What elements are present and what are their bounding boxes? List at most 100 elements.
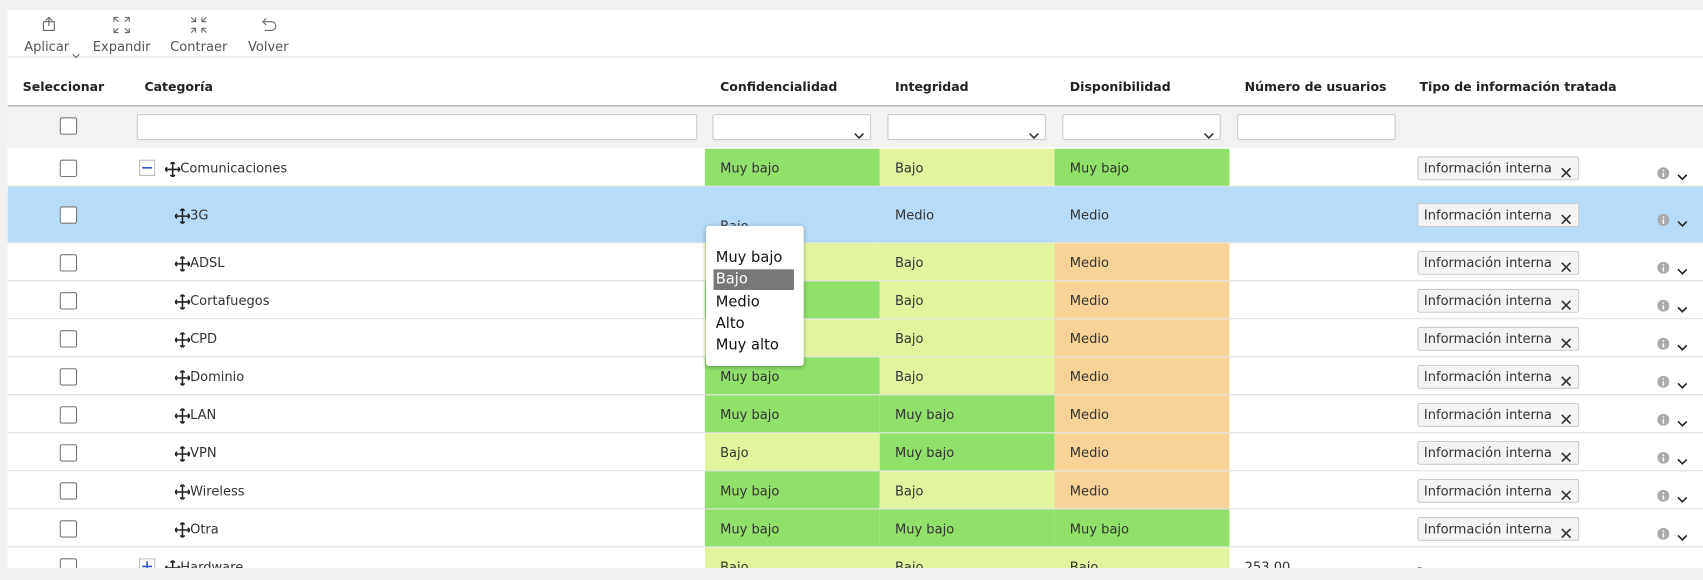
tag-remove[interactable]: [1561, 371, 1572, 386]
tag-remove[interactable]: [1561, 409, 1572, 424]
row-checkbox[interactable]: [59, 291, 78, 309]
level-value: Bajo: [894, 330, 924, 346]
toolbar-button[interactable]: Expandir: [92, 39, 151, 55]
category-name: Otra: [190, 520, 219, 536]
level-value: Muy bajo: [894, 520, 955, 536]
info-icon: [1657, 371, 1670, 388]
dropdown-option[interactable]: Bajo: [713, 269, 794, 291]
level-cell: [704, 547, 880, 569]
row-checkbox[interactable]: [59, 405, 78, 424]
level-cell: [879, 148, 1055, 186]
header-border: [7, 105, 1703, 107]
row-border: [7, 280, 1703, 282]
dropdown-option[interactable]: Muy bajo: [715, 248, 783, 267]
tag-remove[interactable]: [1561, 162, 1572, 178]
dropdown-option[interactable]: Muy alto: [715, 336, 779, 355]
row-expand-svg: [1677, 344, 1688, 351]
tag-remove[interactable]: [1561, 485, 1572, 500]
toolbar-border: [7, 56, 1703, 58]
move-handle-svg: [164, 160, 182, 178]
row-checkbox[interactable]: [59, 159, 78, 177]
row-expand: [1677, 563, 1688, 568]
row-checkbox[interactable]: [59, 443, 78, 462]
select-caret: [1203, 124, 1214, 140]
info-tag[interactable]: Información interna: [1417, 250, 1580, 275]
dropdown-option[interactable]: Alto: [715, 314, 745, 333]
row-checkbox[interactable]: [59, 329, 78, 348]
row-expand: [1677, 165, 1688, 180]
move-handle: [173, 406, 192, 425]
level-value: Muy bajo: [720, 368, 780, 384]
row-checkbox[interactable]: [59, 519, 78, 538]
category-name: Cortafuegos: [190, 292, 270, 308]
tag-remove[interactable]: [1561, 447, 1572, 462]
level-value: Muy bajo: [894, 444, 955, 460]
move-handle-svg: [173, 207, 192, 225]
toolbar-button[interactable]: Volver: [247, 39, 289, 55]
row-expand: [1677, 487, 1688, 503]
row-expand: [1677, 212, 1688, 228]
filter-input[interactable]: [136, 114, 698, 141]
tag-remove[interactable]: [1561, 257, 1572, 272]
level-cell: [879, 357, 1055, 395]
dropdown-option[interactable]: Medio: [715, 292, 760, 311]
info-tag[interactable]: Información interna: [1417, 516, 1580, 541]
row-border: [7, 242, 1703, 244]
toolbar-icon-svg: [190, 16, 207, 33]
info-icon-svg: [1657, 261, 1670, 274]
tag-remove[interactable]: [1561, 210, 1572, 225]
row-checkbox[interactable]: [59, 206, 78, 224]
level-cell: [704, 433, 880, 471]
level-cell: [1054, 148, 1230, 186]
tag-remove[interactable]: [1561, 333, 1572, 348]
info-icon-svg: [1657, 413, 1670, 426]
filter-select[interactable]: [712, 114, 872, 141]
info-icon-svg: [1657, 375, 1670, 388]
row-checkbox[interactable]: [59, 557, 78, 569]
toolbar-button[interactable]: Contraer: [170, 39, 228, 55]
move-handle: [173, 207, 192, 225]
row-checkbox[interactable]: [59, 253, 78, 271]
tag-remove[interactable]: [1561, 295, 1572, 310]
filter-input[interactable]: [1237, 114, 1396, 141]
filter-select[interactable]: [1062, 114, 1221, 141]
move-handle-svg: [173, 330, 192, 349]
info-tag[interactable]: Información interna: [1417, 155, 1580, 180]
level-cell: [704, 148, 880, 186]
row-expand-svg: [1677, 496, 1688, 503]
info-tag[interactable]: Información interna: [1417, 203, 1580, 227]
info-tag[interactable]: Información interna: [1417, 440, 1580, 465]
row-checkbox[interactable]: [59, 367, 78, 386]
category-name: LAN: [190, 406, 217, 422]
info-tag[interactable]: Información interna: [1417, 326, 1580, 351]
info-icon: [1657, 485, 1670, 502]
info-tag[interactable]: Información interna: [1417, 288, 1580, 313]
expand-toggle: [139, 159, 156, 176]
toolbar-button[interactable]: Aplicar: [24, 39, 70, 55]
row-expand-svg: [1677, 220, 1688, 228]
row-checkbox[interactable]: [59, 481, 78, 500]
select-all[interactable]: [59, 117, 78, 135]
info-tag[interactable]: Información interna: [1417, 478, 1580, 503]
row-border: [7, 432, 1703, 434]
move-handle: [173, 292, 192, 311]
move-handle-svg: [173, 482, 192, 501]
row-expand-svg: [1677, 420, 1688, 427]
select-caret-svg: [854, 133, 865, 140]
column-header: Confidencialidad: [720, 79, 838, 95]
row-expand-svg: [1677, 534, 1688, 541]
level-cell: [879, 395, 1055, 433]
level-value: Medio: [1069, 444, 1109, 460]
users-value: 253,00: [1244, 558, 1291, 569]
info-icon-svg: [1657, 451, 1670, 464]
info-tag[interactable]: Información interna: [1417, 364, 1580, 389]
column-header: Seleccionar: [22, 79, 105, 95]
toolbar-icon: [190, 16, 207, 33]
info-icon-svg: [1657, 213, 1670, 226]
filter-select[interactable]: [887, 114, 1046, 141]
tag-remove[interactable]: [1561, 523, 1572, 538]
info-tag[interactable]: Información interna: [1417, 402, 1580, 427]
row-expand: [1677, 411, 1688, 427]
move-handle: [173, 520, 192, 539]
category-name: Dominio: [190, 368, 245, 384]
